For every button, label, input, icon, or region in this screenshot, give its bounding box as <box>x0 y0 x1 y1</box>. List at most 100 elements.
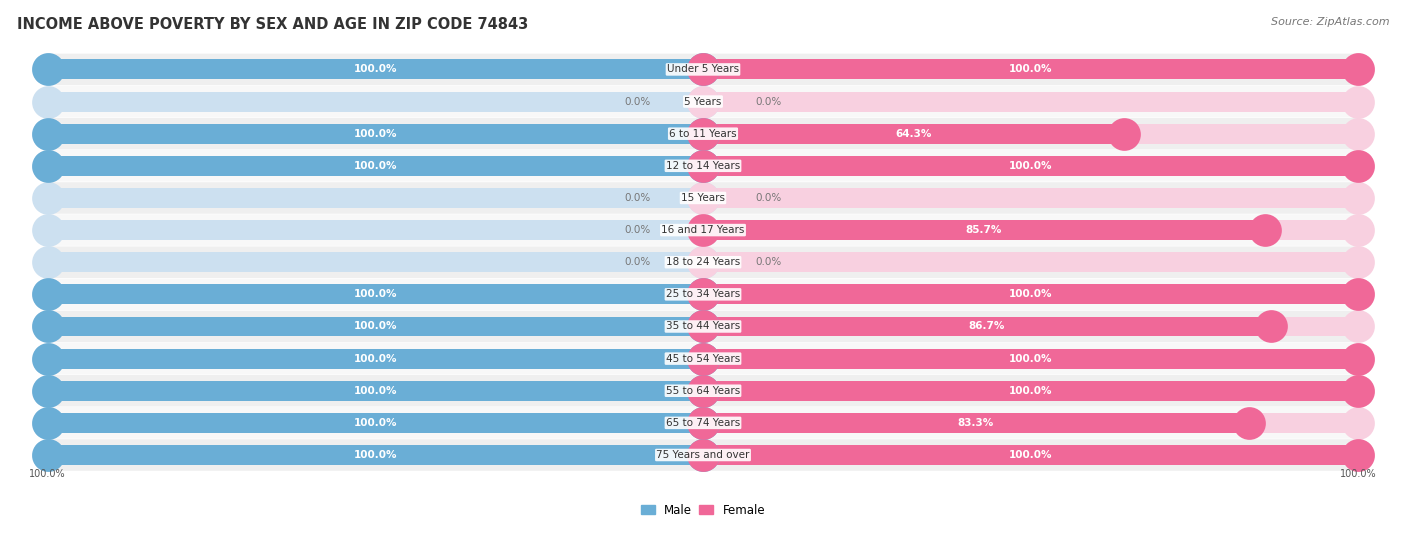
Bar <box>48 445 703 465</box>
Text: 0.0%: 0.0% <box>624 193 651 203</box>
Bar <box>48 285 703 304</box>
Bar <box>48 59 703 79</box>
Text: 16 and 17 Years: 16 and 17 Years <box>661 225 745 235</box>
Text: 100.0%: 100.0% <box>1010 354 1052 363</box>
FancyBboxPatch shape <box>48 54 1358 85</box>
Text: 45 to 54 Years: 45 to 54 Years <box>666 354 740 363</box>
FancyBboxPatch shape <box>48 311 1358 342</box>
Text: 100.0%: 100.0% <box>354 386 396 396</box>
Legend: Male, Female: Male, Female <box>636 499 770 522</box>
Text: 85.7%: 85.7% <box>966 225 1002 235</box>
Bar <box>703 252 1358 272</box>
Bar <box>703 188 1358 208</box>
Text: 100.0%: 100.0% <box>1010 64 1052 74</box>
Bar <box>703 92 1358 111</box>
Text: 83.3%: 83.3% <box>957 418 994 428</box>
Bar <box>703 316 1358 337</box>
Text: 100.0%: 100.0% <box>354 418 396 428</box>
Text: 100.0%: 100.0% <box>1010 290 1052 300</box>
Text: 100.0%: 100.0% <box>354 64 396 74</box>
Text: 6 to 11 Years: 6 to 11 Years <box>669 129 737 139</box>
Text: 100.0%: 100.0% <box>1340 468 1376 479</box>
Text: 100.0%: 100.0% <box>1010 386 1052 396</box>
Bar <box>703 156 1358 176</box>
FancyBboxPatch shape <box>48 407 1358 439</box>
Text: 100.0%: 100.0% <box>354 354 396 363</box>
Bar <box>703 220 1264 240</box>
Bar <box>48 316 703 337</box>
FancyBboxPatch shape <box>48 278 1358 310</box>
Text: 12 to 14 Years: 12 to 14 Years <box>666 161 740 171</box>
Bar <box>48 92 703 111</box>
Bar <box>703 285 1358 304</box>
Bar <box>703 220 1358 240</box>
FancyBboxPatch shape <box>48 375 1358 406</box>
Bar <box>48 413 703 433</box>
Text: 65 to 74 Years: 65 to 74 Years <box>666 418 740 428</box>
Bar <box>48 445 703 465</box>
Bar <box>48 381 703 401</box>
Text: 100.0%: 100.0% <box>354 321 396 331</box>
Bar <box>703 445 1358 465</box>
FancyBboxPatch shape <box>48 343 1358 375</box>
Text: 35 to 44 Years: 35 to 44 Years <box>666 321 740 331</box>
FancyBboxPatch shape <box>48 439 1358 471</box>
Bar <box>703 349 1358 368</box>
Text: 100.0%: 100.0% <box>354 450 396 460</box>
Bar <box>703 381 1358 401</box>
Text: 100.0%: 100.0% <box>354 290 396 300</box>
FancyBboxPatch shape <box>48 118 1358 149</box>
Text: 75 Years and over: 75 Years and over <box>657 450 749 460</box>
Bar <box>703 349 1358 368</box>
Text: 0.0%: 0.0% <box>624 225 651 235</box>
Text: 100.0%: 100.0% <box>1010 450 1052 460</box>
Bar <box>703 413 1358 433</box>
Text: 86.7%: 86.7% <box>969 321 1005 331</box>
FancyBboxPatch shape <box>48 86 1358 117</box>
FancyBboxPatch shape <box>48 214 1358 246</box>
Bar <box>48 349 703 368</box>
Text: INCOME ABOVE POVERTY BY SEX AND AGE IN ZIP CODE 74843: INCOME ABOVE POVERTY BY SEX AND AGE IN Z… <box>17 17 529 32</box>
Bar <box>48 124 703 144</box>
Text: 100.0%: 100.0% <box>1010 161 1052 171</box>
Text: 0.0%: 0.0% <box>755 257 782 267</box>
FancyBboxPatch shape <box>48 247 1358 278</box>
Bar <box>48 188 703 208</box>
Bar <box>703 381 1358 401</box>
FancyBboxPatch shape <box>48 182 1358 214</box>
Text: 0.0%: 0.0% <box>755 97 782 107</box>
Bar <box>703 285 1358 304</box>
Bar <box>48 413 703 433</box>
Text: 25 to 34 Years: 25 to 34 Years <box>666 290 740 300</box>
Bar <box>48 220 703 240</box>
Text: 100.0%: 100.0% <box>354 129 396 139</box>
Text: Source: ZipAtlas.com: Source: ZipAtlas.com <box>1271 17 1389 27</box>
Text: 18 to 24 Years: 18 to 24 Years <box>666 257 740 267</box>
Bar <box>48 316 703 337</box>
FancyBboxPatch shape <box>48 150 1358 182</box>
Text: 0.0%: 0.0% <box>624 257 651 267</box>
Bar <box>48 252 703 272</box>
Bar <box>703 316 1271 337</box>
Text: 100.0%: 100.0% <box>354 161 396 171</box>
Bar <box>703 59 1358 79</box>
Bar <box>48 124 703 144</box>
Bar <box>48 156 703 176</box>
Bar <box>703 413 1249 433</box>
Text: 0.0%: 0.0% <box>755 193 782 203</box>
Text: 64.3%: 64.3% <box>896 129 932 139</box>
Bar <box>48 381 703 401</box>
Text: 5 Years: 5 Years <box>685 97 721 107</box>
Text: 15 Years: 15 Years <box>681 193 725 203</box>
Bar <box>48 156 703 176</box>
Bar <box>703 59 1358 79</box>
Bar <box>48 59 703 79</box>
Bar <box>703 445 1358 465</box>
Bar <box>48 285 703 304</box>
Bar <box>703 124 1358 144</box>
Bar <box>703 156 1358 176</box>
Text: 100.0%: 100.0% <box>30 468 66 479</box>
Text: Under 5 Years: Under 5 Years <box>666 64 740 74</box>
Bar <box>703 124 1125 144</box>
Bar <box>48 349 703 368</box>
